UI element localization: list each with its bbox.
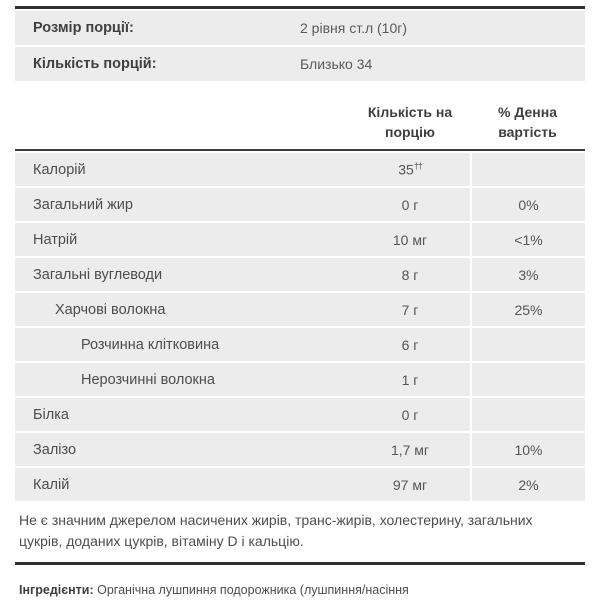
footnote-marker: ††	[413, 161, 423, 172]
row-label: Залізо	[33, 441, 77, 458]
table-row-potassium: Калій 97 мг 2%	[15, 468, 585, 501]
table-row-insoluble-fiber: Нерозчинні волокна 1 г	[15, 363, 585, 396]
serving-size-value: 2 рівня ст.л (10г)	[300, 20, 408, 36]
row-daily-value: 0%	[470, 188, 585, 221]
servings-per-container-row: Кількість порцій: Близько 34	[15, 47, 585, 81]
row-daily-value: 10%	[470, 433, 585, 466]
table-row-iron: Залізо 1,7 мг 10%	[15, 433, 585, 466]
amount-column-header: Кількість на порцію	[367, 104, 453, 140]
serving-size-label: Розмір порції:	[33, 20, 134, 36]
column-headers: Кількість на порцію % Денна вартість	[15, 81, 585, 149]
row-amount: 8 г	[401, 266, 419, 283]
row-amount: 6 г	[401, 336, 419, 353]
bottom-rule	[15, 562, 585, 565]
top-rule	[15, 6, 585, 9]
daily-value-column-header: % Денна вартість	[498, 104, 557, 140]
ingredients-text: Органічна лушпиння подорожника (лушпиння…	[93, 583, 409, 597]
row-daily-value	[470, 153, 585, 186]
table-row-soluble-fiber: Розчинна клітковина 6 г	[15, 328, 585, 361]
table-row-sodium: Натрій 10 мг <1%	[15, 223, 585, 256]
row-daily-value: 25%	[470, 293, 585, 326]
not-significant-source-note: Не є значним джерелом насичених жирів, т…	[19, 512, 533, 549]
row-label: Розчинна клітковина	[81, 336, 220, 353]
row-label: Харчові волокна	[55, 301, 166, 318]
row-label: Калорій	[33, 161, 86, 178]
table-row-total-fat: Загальний жир 0 г 0%	[15, 188, 585, 221]
ingredients-label: Інгредієнти:	[19, 583, 94, 597]
row-label: Загальний жир	[33, 196, 133, 213]
row-label: Калій	[33, 476, 70, 493]
table-row-calories: Калорій 35††	[15, 153, 585, 186]
row-label: Білка	[33, 406, 69, 423]
row-daily-value	[470, 363, 585, 396]
row-amount: 35††	[398, 161, 423, 178]
servings-per-container-value: Близько 34	[300, 56, 373, 72]
row-amount: 0 г	[401, 406, 419, 423]
servings-per-container-label: Кількість порцій:	[33, 56, 157, 72]
row-amount: 1,7 мг	[390, 441, 430, 458]
row-daily-value: <1%	[470, 223, 585, 256]
table-row-total-carbs: Загальні вуглеводи 8 г 3%	[15, 258, 585, 291]
serving-size-row: Розмір порції: 2 рівня ст.л (10г)	[15, 11, 585, 45]
row-daily-value	[470, 398, 585, 431]
row-daily-value: 3%	[470, 258, 585, 291]
table-row-protein: Білка 0 г	[15, 398, 585, 431]
row-amount: 10 мг	[392, 231, 428, 248]
row-label: Загальні вуглеводи	[33, 266, 163, 283]
row-amount: 0 г	[401, 196, 419, 213]
row-amount: 1 г	[401, 371, 419, 388]
row-daily-value: 2%	[470, 468, 585, 501]
row-label: Натрій	[33, 231, 78, 248]
table-row-dietary-fiber: Харчові волокна 7 г 25%	[15, 293, 585, 326]
row-amount: 97 мг	[392, 476, 428, 493]
row-label: Нерозчинні волокна	[81, 371, 215, 388]
header-rule	[15, 149, 585, 151]
ingredients-line: Інгредієнти: Органічна лушпиння подорожн…	[15, 565, 585, 597]
row-daily-value	[470, 328, 585, 361]
row-amount: 7 г	[401, 301, 419, 318]
